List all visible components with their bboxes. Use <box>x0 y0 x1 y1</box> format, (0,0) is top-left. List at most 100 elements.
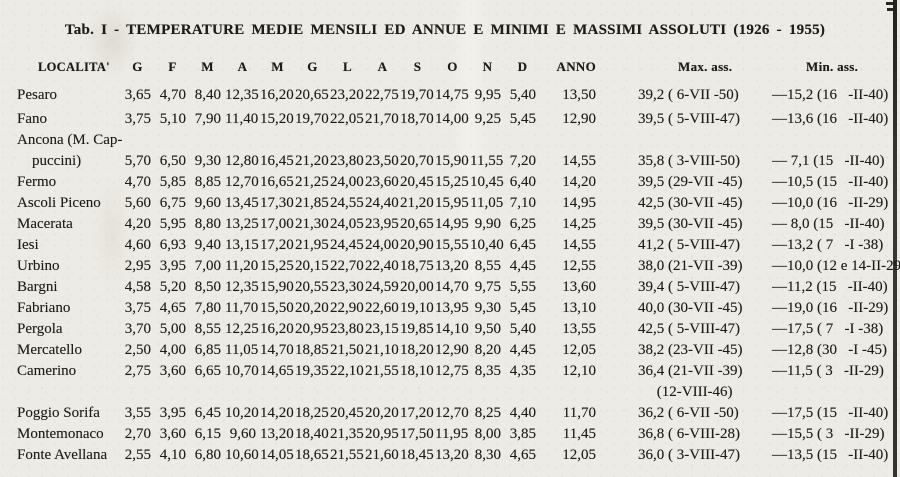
month-value: 23,20 <box>330 87 364 103</box>
month-value: 5,00 <box>159 321 186 337</box>
month-value: 15,25 <box>435 174 469 190</box>
scan-edge-fragment <box>887 8 893 11</box>
month-value: 4,45 <box>509 342 536 358</box>
month-value: 6,40 <box>509 174 536 190</box>
month-value: 20,65 <box>400 216 434 232</box>
locality-name: Montemonaco <box>17 426 104 442</box>
month-value: 3,60 <box>159 363 186 379</box>
month-value: 2,50 <box>124 342 151 358</box>
table-row: Poggio Sorifa 3,55 3,95 6,45 10,20 14,20 18,25… <box>14 403 890 424</box>
month-value: 18,10 <box>400 363 434 379</box>
month-value: 6,93 <box>159 237 186 253</box>
page-title: Tab. I - TEMPERATURE MEDIE MENSILI ED AN… <box>64 22 826 38</box>
month-value: 20,20 <box>365 405 399 421</box>
month-value: 9,40 <box>194 237 221 253</box>
month-value: 23,60 <box>365 174 399 190</box>
max-ass-value: 39,2 ( 6-VII -50) <box>638 87 739 103</box>
month-value: 23,95 <box>365 216 399 232</box>
month-value: 8,85 <box>194 174 221 190</box>
month-value: 12,75 <box>435 363 469 379</box>
month-value: 11,20 <box>225 258 259 274</box>
month-value: 9,30 <box>474 300 501 316</box>
month-value: 3,95 <box>159 405 186 421</box>
month-value: 14,05 <box>260 447 294 463</box>
month-value: 6,25 <box>509 216 536 232</box>
month-value: 4,60 <box>124 237 151 253</box>
month-value: 11,55 <box>470 153 504 169</box>
month-value: 2,95 <box>124 258 151 274</box>
month-value: 11,70 <box>225 300 259 316</box>
month-value: 21,60 <box>365 447 399 463</box>
month-value: 19,85 <box>400 321 434 337</box>
anno-value: 12,05 <box>562 447 596 463</box>
max-ass-value: 35,8 ( 3-VIII-50) <box>638 153 741 169</box>
month-value: 7,90 <box>194 111 221 127</box>
col-header-month-a2: A <box>377 59 388 74</box>
locality-name: Fano <box>17 111 47 127</box>
table-row: Iesi 4,60 6,93 9,40 13,15 17,20 21,95 24,45 24,0… <box>14 235 890 256</box>
month-value: 8,20 <box>474 342 501 358</box>
month-value: 5,55 <box>509 279 536 295</box>
month-value: 21,95 <box>295 237 329 253</box>
month-value: 16,20 <box>260 87 294 103</box>
month-value: 24,55 <box>330 195 364 211</box>
anno-value: 14,95 <box>562 195 596 211</box>
month-value: 21,20 <box>400 195 434 211</box>
month-value: 20,65 <box>295 87 329 103</box>
locality-name: Ascoli Piceno <box>17 195 101 211</box>
month-value: 2,75 <box>124 363 151 379</box>
locality-name: Fonte Avellana <box>17 447 108 463</box>
month-value: 13,25 <box>225 216 259 232</box>
month-value: 19,10 <box>400 300 434 316</box>
col-header-month-l: L <box>343 59 352 74</box>
locality-name: Bargni <box>17 279 58 295</box>
month-value: 14,70 <box>435 279 469 295</box>
month-value: 19,35 <box>295 363 329 379</box>
month-value: 20,95 <box>295 321 329 337</box>
anno-value: 12,10 <box>562 363 596 379</box>
min-ass-value: — 8,0 (15 -II-40) <box>772 216 885 232</box>
min-ass-value: —17,5 (15 -II-40) <box>772 405 889 421</box>
anno-value: 12,05 <box>562 342 596 358</box>
month-value: 7,00 <box>194 258 221 274</box>
month-value: 13,20 <box>435 447 469 463</box>
col-header-month-m: M <box>201 59 214 74</box>
month-value: 18,20 <box>400 342 434 358</box>
col-header-month-n: N <box>482 59 493 74</box>
month-value: 7,20 <box>509 153 536 169</box>
month-value: 20,45 <box>400 174 434 190</box>
locality-name: Fabriano <box>17 300 71 316</box>
table-row: Camerino 2,75 3,60 6,65 10,70 14,65 19,35 22,10… <box>14 361 890 403</box>
min-ass-value: —13,2 ( 7 -I -38) <box>772 237 884 253</box>
month-value: 8,55 <box>474 258 501 274</box>
month-value: 8,35 <box>474 363 501 379</box>
month-value: 10,45 <box>470 174 504 190</box>
month-value: 6,50 <box>159 153 186 169</box>
month-value: 13,20 <box>435 258 469 274</box>
month-value: 5,70 <box>124 153 151 169</box>
month-value: 8,25 <box>474 405 501 421</box>
month-value: 15,50 <box>260 300 294 316</box>
month-value: 8,30 <box>474 447 501 463</box>
month-value: 5,20 <box>159 279 186 295</box>
month-value: 11,05 <box>470 195 504 211</box>
anno-value: 14,55 <box>562 153 596 169</box>
month-value: 21,50 <box>330 342 364 358</box>
anno-value: 13,55 <box>562 321 596 337</box>
month-value: 9,25 <box>474 111 501 127</box>
col-header-localita: LOCALITA' <box>38 59 110 74</box>
month-value: 13,15 <box>225 237 259 253</box>
month-value: 22,90 <box>330 300 364 316</box>
month-value: 14,00 <box>435 111 469 127</box>
month-value: 4,45 <box>509 258 536 274</box>
month-value: 24,00 <box>330 174 364 190</box>
locality-name: Urbino <box>17 258 60 274</box>
table-row: Fabriano 3,75 4,65 7,80 11,70 15,50 20,20 22,90… <box>14 298 890 319</box>
anno-value: 13,50 <box>562 87 596 103</box>
month-value: 21,85 <box>295 195 329 211</box>
scan-smudge <box>84 2 140 80</box>
month-value: 17,00 <box>260 216 294 232</box>
month-value: 9,90 <box>474 216 501 232</box>
month-value: 20,00 <box>400 279 434 295</box>
month-value: 15,55 <box>435 237 469 253</box>
